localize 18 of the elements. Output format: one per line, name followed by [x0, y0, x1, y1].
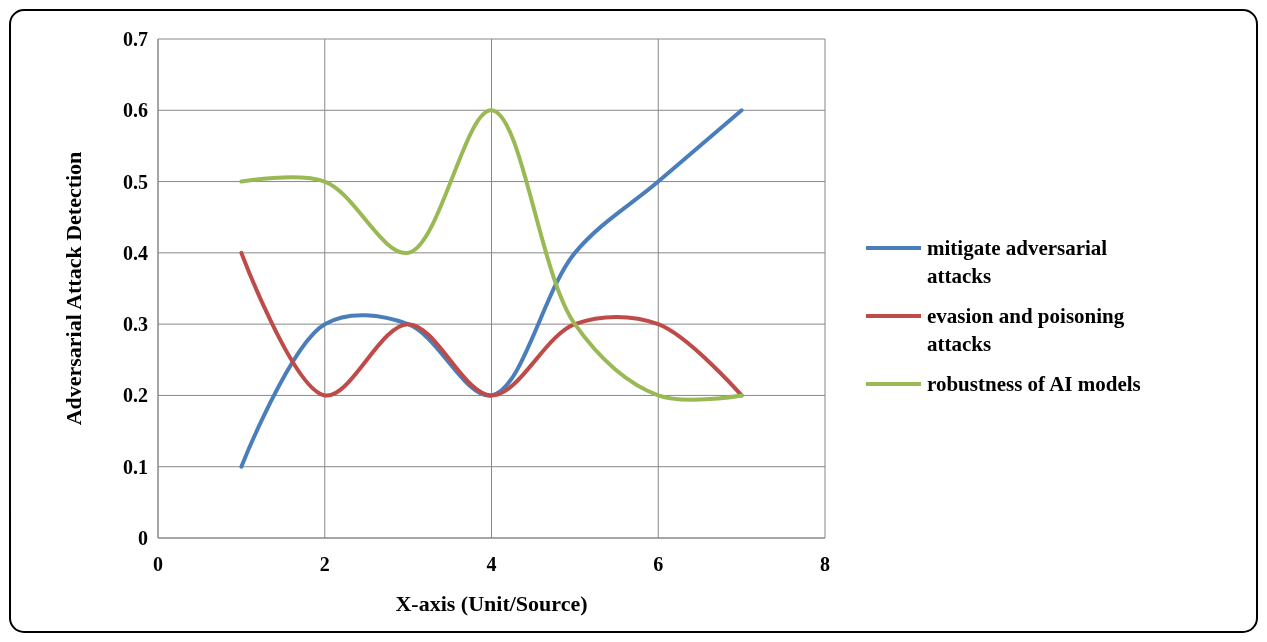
y-axis-title: Adversarial Attack Detection [61, 151, 86, 426]
y-tick-label: 0.1 [123, 455, 148, 478]
y-tick-label: 0.3 [123, 313, 148, 336]
legend-label: mitigate adversarial attacks [927, 236, 1108, 288]
legend-label: robustness of AI models [927, 372, 1141, 396]
y-tick-label: 0.7 [123, 28, 148, 50]
y-tick-label: 0.2 [123, 384, 148, 407]
x-axis-title: X-axis (Unit/Source) [395, 591, 588, 616]
x-tick-label: 2 [319, 553, 330, 575]
y-tick-label: 0 [138, 527, 148, 549]
x-tick-label: 8 [820, 553, 830, 575]
y-tick-label: 0.4 [123, 241, 148, 264]
y-tick-label: 0.6 [123, 99, 148, 122]
y-tick-label: 0.5 [123, 170, 148, 193]
x-tick-label: 0 [153, 553, 163, 575]
x-tick-label: 6 [653, 553, 664, 575]
legend-label: evasion and poisoning attacks [927, 304, 1125, 356]
x-tick-label: 4 [486, 553, 497, 575]
